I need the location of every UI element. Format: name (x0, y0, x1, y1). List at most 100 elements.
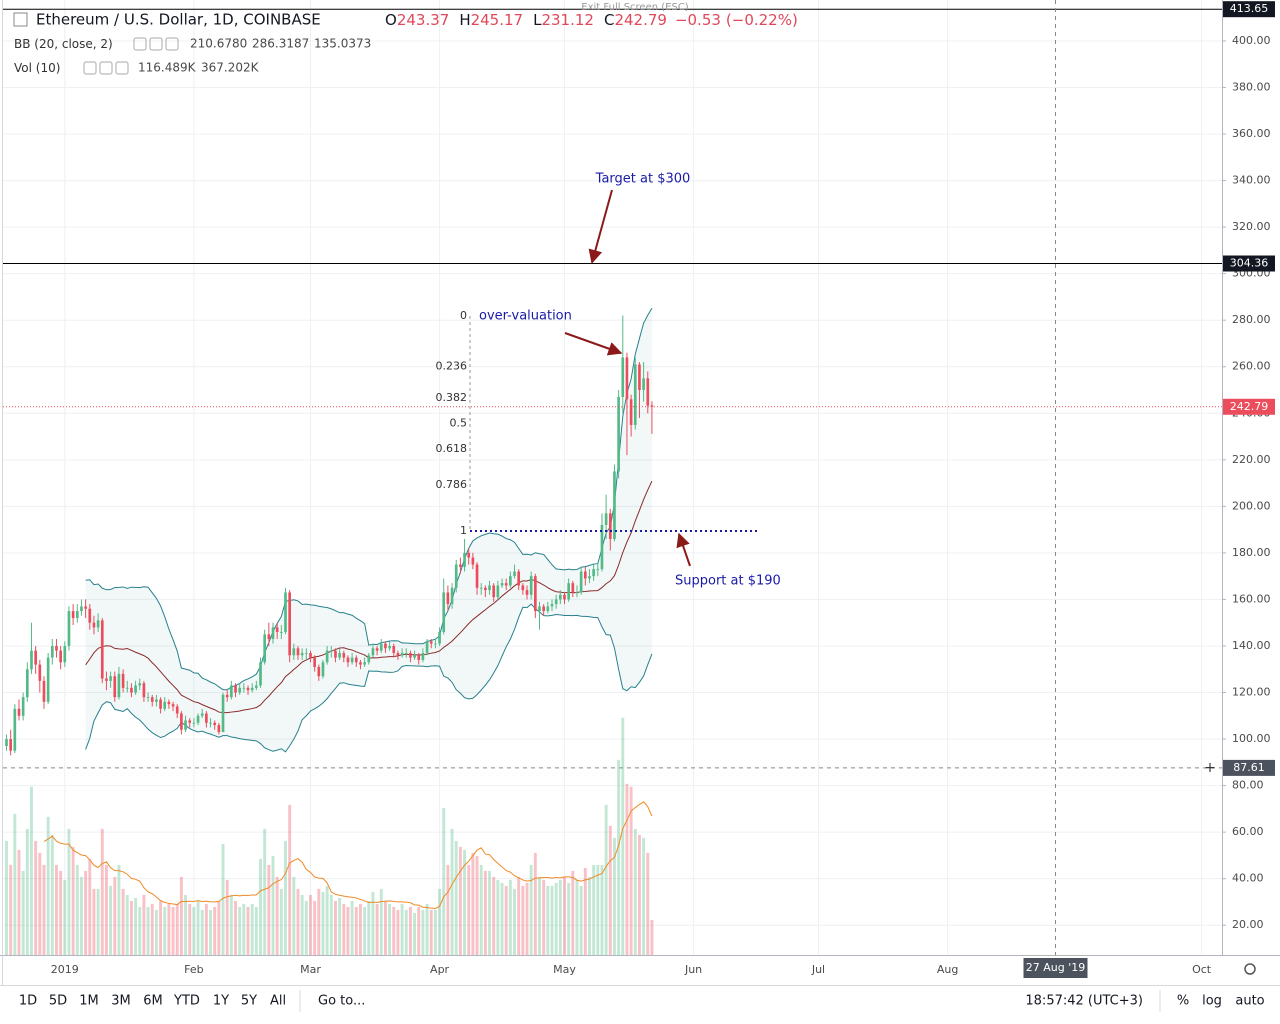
volume-bar (604, 804, 608, 955)
candle-body (363, 662, 366, 665)
candle-body (267, 634, 271, 639)
volume-bar (617, 759, 621, 955)
range-button[interactable]: 1D (19, 994, 37, 1009)
volume-bar (463, 849, 467, 955)
volume-bar (383, 900, 387, 955)
range-button[interactable]: All (270, 994, 286, 1009)
range-button[interactable]: 3M (111, 994, 131, 1009)
volume-bar (271, 855, 275, 955)
volume-bar (188, 903, 192, 955)
legend-icon[interactable] (99, 61, 113, 75)
legend-icon[interactable] (165, 37, 179, 51)
candle-body (225, 694, 229, 698)
crosshair-date: 27 Aug '19 (1026, 961, 1086, 974)
y-tick-label: 400.00 (1232, 34, 1271, 47)
candle-body (509, 576, 512, 586)
volume-bar (46, 816, 50, 955)
legend-icon[interactable] (133, 37, 147, 51)
volume-bar (59, 870, 63, 955)
volume-bar (63, 879, 67, 955)
target-line-label-box (1223, 255, 1275, 272)
last-price-label: 242.79 (1230, 400, 1269, 413)
y-tick-label: 320.00 (1232, 220, 1271, 233)
volume-bar (375, 903, 379, 955)
candle-body (34, 650, 37, 665)
volume-bar (334, 900, 337, 955)
volume-bar (438, 888, 442, 955)
candle-body (488, 585, 491, 591)
range-button[interactable]: 5D (49, 994, 67, 1009)
volume-bar (146, 906, 150, 955)
volume-bar (300, 894, 304, 955)
indicator-name: BB (20, close, 2) (14, 37, 113, 51)
candle-body (492, 585, 496, 598)
volume-bar (88, 858, 92, 955)
crosshair-price-label-box (1223, 759, 1275, 776)
candle-body (221, 694, 225, 733)
header: O243.37 H245.17 L231.12 C242.79 −0.53 (−0.22%… (14, 11, 798, 75)
candle-body (359, 662, 362, 665)
candle-body (338, 652, 341, 658)
volume-bar (221, 843, 225, 955)
legend-icon[interactable] (115, 61, 129, 75)
candle-body (371, 648, 375, 656)
legend-icon[interactable] (83, 61, 97, 75)
scale-option[interactable]: auto (1235, 994, 1264, 1009)
volume-bar (150, 903, 154, 955)
volume-bar (592, 864, 596, 955)
volume-bar (192, 906, 196, 955)
volume-bar (404, 909, 408, 955)
y-tick-label: 160.00 (1232, 592, 1271, 605)
candle-body (375, 648, 379, 651)
candle-body (392, 645, 396, 653)
range-button[interactable]: 5Y (241, 994, 257, 1009)
candle-body (621, 357, 625, 397)
volume-bar (425, 903, 429, 955)
symbol-title: Ethereum / U.S. Dollar, 1D, COINBASE (36, 11, 321, 29)
collapse-icon[interactable] (13, 12, 28, 27)
x-tick-label: Feb (184, 963, 203, 976)
candle-body (205, 713, 208, 723)
volume-bar (159, 900, 163, 955)
candle-body (159, 699, 162, 709)
candle-body (625, 357, 629, 400)
volume-bar (533, 852, 537, 955)
exit-fullscreen[interactable]: Exit Full Screen (ESC) (581, 2, 689, 13)
legend-icon[interactable] (149, 37, 163, 51)
volume-bar (637, 834, 641, 955)
range-button[interactable]: 1M (79, 994, 99, 1009)
goto-button[interactable]: Go to... (318, 994, 365, 1009)
ohlc-name: O (385, 11, 397, 29)
candle-body (284, 592, 287, 633)
plot-area: 0 0.236 0.382 0.5 0.618 0.786 1 Target at $300 o… (3, 0, 1222, 955)
range-button[interactable]: 6M (143, 994, 163, 1009)
candle-body (67, 611, 71, 646)
range-button[interactable]: 1Y (213, 994, 229, 1009)
clock: 18:57:42 (UTC+3) (1025, 994, 1143, 1009)
volume-bar (138, 906, 142, 955)
candle-body (434, 643, 437, 645)
candle-body (342, 652, 346, 658)
candle-body (313, 657, 316, 667)
volume-bar (96, 888, 100, 955)
volume-bar (92, 888, 96, 955)
candle-body (484, 587, 487, 591)
annotation: Target at $300 (595, 172, 691, 187)
volume-bar (550, 885, 554, 955)
candle-body (608, 513, 612, 539)
scale-option[interactable]: % (1177, 994, 1189, 1009)
candle-body (105, 678, 108, 681)
candle-body (388, 645, 391, 649)
range-button[interactable]: YTD (173, 994, 200, 1009)
volume-bar (496, 879, 500, 955)
y-tick-label: 280.00 (1232, 313, 1271, 326)
volume-bar (575, 879, 579, 955)
candle-body (42, 680, 46, 702)
candle-body (163, 701, 167, 709)
volume-bar (483, 870, 487, 955)
volume-bar (596, 864, 600, 955)
volume-bar (254, 906, 258, 955)
scale-option[interactable]: log (1202, 994, 1222, 1009)
settings-icon[interactable] (1244, 963, 1256, 975)
